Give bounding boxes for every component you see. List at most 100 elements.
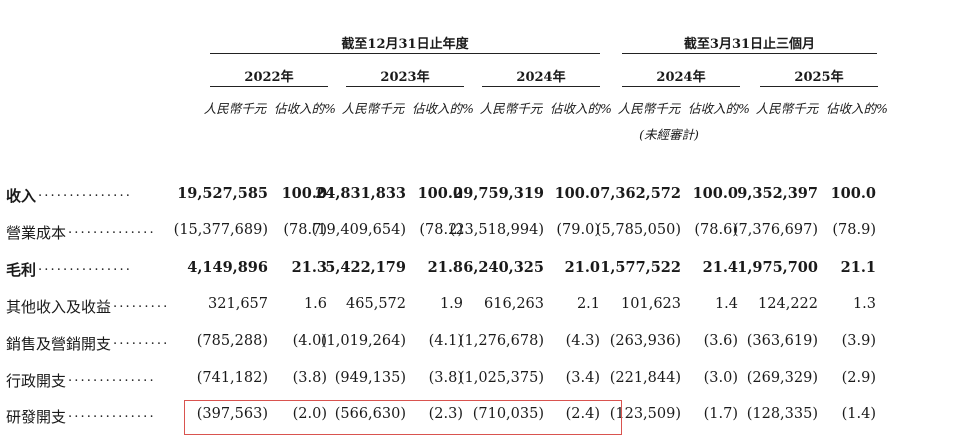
unit-header: 人民幣千元 — [479, 101, 543, 116]
percent-cell: 1.9 — [439, 296, 463, 312]
amount-cell: 1,577,522 — [600, 259, 681, 276]
percent-cell: 2.1 — [576, 296, 600, 312]
year-header-2025-q1: 2025年 — [794, 70, 844, 85]
percent-cell: 21.8 — [427, 259, 463, 276]
percent-cell: (78.7) — [283, 222, 327, 238]
amount-cell: (1,019,264) — [320, 333, 406, 349]
year-header-2024: 2024年 — [516, 70, 566, 85]
percent-cell: (2.3) — [428, 406, 463, 422]
amount-cell: (785,288) — [196, 333, 268, 349]
year-rule-2023 — [346, 86, 464, 87]
percent-cell: 100.0 — [554, 185, 600, 202]
amount-cell: 101,623 — [621, 296, 681, 312]
year-rule-2025-q1 — [760, 86, 878, 87]
amount-cell: (7,376,697) — [732, 222, 818, 238]
amount-cell: (741,182) — [196, 370, 268, 386]
amount-cell: (263,936) — [609, 333, 681, 349]
unit-header: 人民幣千元 — [203, 101, 267, 116]
amount-cell: 6,240,325 — [463, 259, 544, 276]
year-rule-2024 — [482, 86, 600, 87]
row-leader-dots: . . . . . . . . . . . . . . . — [38, 185, 130, 200]
unit-header: 佔收入的% — [274, 101, 336, 116]
percent-cell: (3.9) — [841, 333, 876, 349]
year-header-2024-q1: 2024年 — [656, 70, 706, 85]
percent-cell: (4.3) — [565, 333, 600, 349]
row-leader-dots: . . . . . . . . . — [113, 333, 167, 348]
row-label: 其他收入及收益 — [6, 298, 112, 316]
percent-cell: (3.6) — [703, 333, 738, 349]
amount-cell: 4,149,896 — [187, 259, 268, 276]
amount-cell: (566,630) — [334, 406, 406, 422]
row-label: 收入 — [6, 187, 37, 205]
percent-cell: 100.0 — [417, 185, 463, 202]
amount-cell: (15,377,689) — [173, 222, 268, 238]
amount-cell: (5,785,050) — [595, 222, 681, 238]
percent-cell: 100.0 — [830, 185, 876, 202]
year-header-2023: 2023年 — [380, 70, 430, 85]
row-label: 毛利 — [6, 261, 37, 279]
amount-cell: (397,563) — [196, 406, 268, 422]
amount-cell: (710,035) — [472, 406, 544, 422]
row-leader-dots: . . . . . . . . . — [113, 296, 167, 311]
percent-cell: (3.4) — [565, 370, 600, 386]
amount-cell: (1,276,678) — [458, 333, 544, 349]
percent-cell: 100.0 — [281, 185, 327, 202]
row-label: 行政開支 — [6, 372, 67, 390]
header-group-annual-rule — [210, 53, 600, 54]
percent-cell: (78.6) — [694, 222, 738, 238]
amount-cell: (949,135) — [334, 370, 406, 386]
percent-cell: 21.1 — [840, 259, 876, 276]
percent-cell: (3.8) — [292, 370, 327, 386]
amount-cell: 7,362,572 — [600, 185, 681, 202]
unit-header: 人民幣千元 — [341, 101, 405, 116]
amount-cell: 616,263 — [484, 296, 544, 312]
amount-cell: (19,409,654) — [311, 222, 406, 238]
amount-cell: (123,509) — [609, 406, 681, 422]
unit-header: 人民幣千元 — [755, 101, 819, 116]
amount-cell: (221,844) — [609, 370, 681, 386]
amount-cell: 29,759,319 — [453, 185, 544, 202]
percent-cell: 21.3 — [291, 259, 327, 276]
percent-cell: 1.3 — [852, 296, 876, 312]
amount-cell: 24,831,833 — [315, 185, 406, 202]
percent-cell: (1.4) — [841, 406, 876, 422]
amount-cell: 5,422,179 — [325, 259, 406, 276]
percent-cell: (1.7) — [703, 406, 738, 422]
header-group-annual: 截至12月31日止年度 — [341, 37, 469, 52]
percent-cell: (3.8) — [428, 370, 463, 386]
year-rule-2024-q1 — [622, 86, 740, 87]
amount-cell: 124,222 — [758, 296, 818, 312]
row-leader-dots: . . . . . . . . . . . . . . . — [38, 259, 130, 274]
unit-header: 佔收入的% — [550, 101, 612, 116]
header-group-quarterly: 截至3月31日止三個月 — [683, 37, 816, 52]
percent-cell: 21.4 — [702, 259, 738, 276]
percent-cell: (79.0) — [556, 222, 600, 238]
amount-cell: (23,518,994) — [449, 222, 544, 238]
year-header-2022: 2022年 — [244, 70, 294, 85]
row-label: 研發開支 — [6, 408, 67, 426]
amount-cell: (269,329) — [746, 370, 818, 386]
row-leader-dots: . . . . . . . . . . . . . . — [68, 222, 154, 237]
percent-cell: (3.0) — [703, 370, 738, 386]
amount-cell: 9,352,397 — [737, 185, 818, 202]
unit-header: 佔收入的% — [412, 101, 474, 116]
year-rule-2022 — [210, 86, 328, 87]
percent-cell: (2.0) — [292, 406, 327, 422]
header-group-quarterly-rule — [622, 53, 877, 54]
amount-cell: 321,657 — [208, 296, 268, 312]
amount-cell: (1,025,375) — [458, 370, 544, 386]
amount-cell: 19,527,585 — [177, 185, 268, 202]
amount-cell: (128,335) — [746, 406, 818, 422]
row-leader-dots: . . . . . . . . . . . . . . — [68, 406, 154, 421]
percent-cell: (78.2) — [419, 222, 463, 238]
unit-header: 佔收入的% — [826, 101, 888, 116]
percent-cell: (78.9) — [832, 222, 876, 238]
unit-header: 人民幣千元 — [617, 101, 681, 116]
amount-cell: (363,619) — [746, 333, 818, 349]
amount-cell: 465,572 — [346, 296, 406, 312]
unit-header: 佔收入的% — [688, 101, 750, 116]
percent-cell: 1.4 — [714, 296, 738, 312]
unaudited-note: (未經審計) — [639, 127, 699, 142]
percent-cell: (2.4) — [565, 406, 600, 422]
percent-cell: (2.9) — [841, 370, 876, 386]
